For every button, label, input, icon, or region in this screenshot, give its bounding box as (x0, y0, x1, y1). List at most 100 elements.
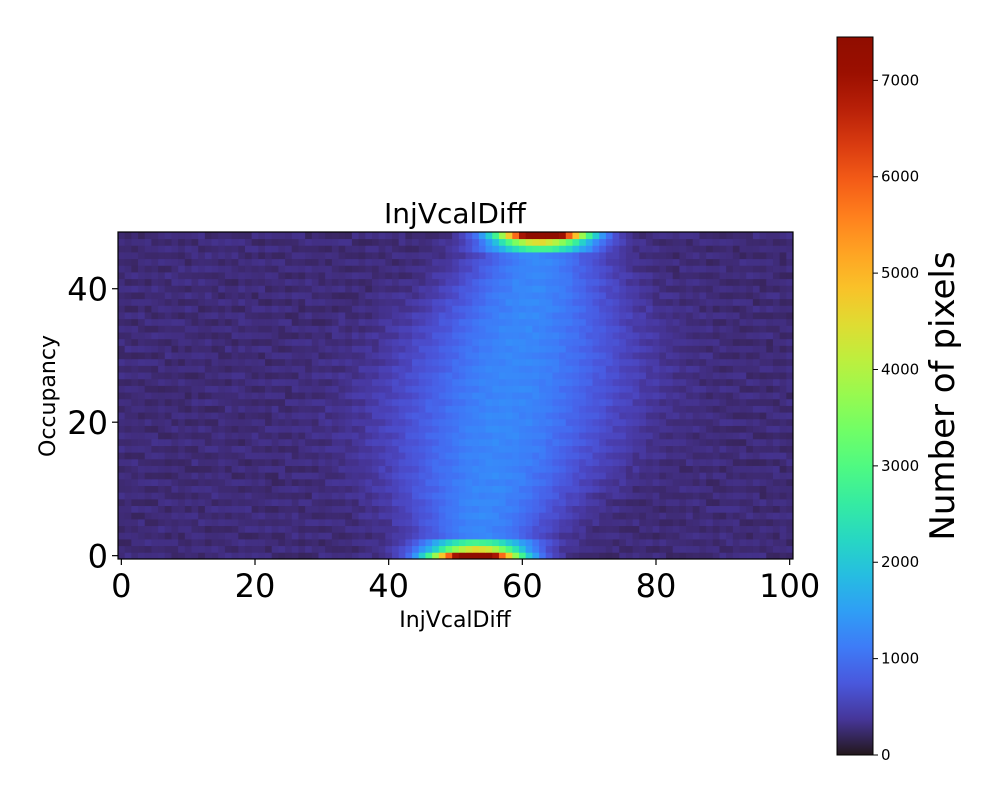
heatmap-cell (712, 352, 720, 360)
heatmap-cell (766, 265, 774, 273)
heatmap-cell (512, 532, 520, 540)
heatmap-cell (298, 378, 306, 386)
heatmap-cell (645, 512, 654, 520)
heatmap-cell (559, 272, 567, 280)
heatmap-cell (759, 372, 767, 380)
heatmap-cell (285, 518, 293, 527)
heatmap-cell (719, 512, 727, 520)
heatmap-cell (518, 372, 527, 380)
heatmap-cell (572, 405, 580, 413)
heatmap-cell (465, 252, 473, 260)
heatmap-cell (405, 392, 413, 400)
heatmap-cell (719, 445, 727, 453)
heatmap-cell (699, 498, 707, 507)
heatmap-cell (565, 298, 573, 306)
heatmap-cell (231, 465, 239, 473)
heatmap-cell (679, 518, 687, 527)
heatmap-cell (525, 425, 533, 433)
heatmap-cell (385, 338, 393, 346)
heatmap-cell (505, 305, 513, 313)
heatmap-cell (565, 525, 573, 533)
heatmap-cell (244, 318, 253, 326)
heatmap-cell (338, 352, 346, 360)
heatmap-cell (505, 245, 513, 253)
heatmap-cell (759, 458, 767, 466)
heatmap-cell (204, 452, 212, 460)
heatmap-cell (224, 345, 233, 353)
heatmap-cell (732, 458, 740, 466)
heatmap-cell (746, 252, 754, 260)
heatmap-cell (385, 385, 393, 393)
heatmap-cell (218, 365, 226, 373)
heatmap-cell (138, 505, 146, 513)
heatmap-cell (151, 245, 159, 253)
heatmap-cell (258, 325, 266, 333)
heatmap-cell (331, 285, 339, 293)
heatmap-cell (178, 265, 186, 273)
heatmap-cell (425, 438, 433, 446)
heatmap-cell (305, 305, 313, 313)
heatmap-cell (184, 485, 192, 493)
heatmap-cell (164, 332, 172, 340)
heatmap-cell (732, 438, 740, 446)
heatmap-cell (265, 352, 273, 360)
heatmap-cell (719, 325, 727, 333)
heatmap-cell (559, 278, 567, 286)
heatmap-cell (706, 425, 714, 433)
heatmap-cell (405, 478, 413, 486)
heatmap-cell (478, 472, 486, 480)
heatmap-cell (438, 398, 446, 406)
heatmap-cell (699, 285, 707, 293)
heatmap-cell (746, 265, 754, 273)
heatmap-cell (198, 438, 206, 446)
heatmap-cell (772, 498, 781, 507)
heatmap-cell (458, 418, 466, 426)
heatmap-cell (552, 452, 560, 460)
heatmap-cell (325, 392, 333, 400)
heatmap-cell (498, 485, 507, 493)
heatmap-cell (532, 532, 540, 540)
heatmap-cell (518, 258, 527, 266)
heatmap-cell (251, 445, 259, 453)
heatmap-cell (345, 512, 353, 520)
heatmap-cell (498, 292, 507, 300)
heatmap-cell (178, 398, 186, 406)
heatmap-cell (151, 505, 159, 513)
heatmap-cell (458, 405, 466, 413)
heatmap-cell (505, 378, 513, 386)
heatmap-cell (752, 238, 760, 246)
heatmap-cell (565, 505, 573, 513)
heatmap-cell (298, 298, 306, 306)
heatmap-cell (218, 412, 226, 420)
heatmap-cell (371, 352, 380, 360)
heatmap-cell (772, 452, 781, 460)
heatmap-cell (625, 445, 633, 453)
heatmap-cell (746, 358, 754, 366)
heatmap-cell (178, 425, 186, 433)
heatmap-cell (371, 405, 380, 413)
heatmap-cell (191, 365, 199, 373)
heatmap-cell (605, 418, 613, 426)
heatmap-cell (545, 452, 553, 460)
heatmap-cell (438, 345, 446, 353)
heatmap-cell (779, 545, 787, 553)
heatmap-cell (398, 525, 406, 533)
heatmap-cell (144, 452, 152, 460)
heatmap-cell (766, 358, 774, 366)
heatmap-cell (599, 525, 607, 533)
heatmap-cell (184, 258, 192, 266)
heatmap-cell (418, 532, 426, 540)
heatmap-cell (639, 392, 647, 400)
heatmap-cell (605, 312, 613, 320)
heatmap-cell (118, 432, 126, 440)
heatmap-cell (532, 525, 540, 533)
heatmap-cell (365, 532, 373, 540)
heatmap-cell (204, 325, 212, 333)
heatmap-cell (438, 258, 446, 266)
heatmap-cell (726, 312, 734, 320)
heatmap-cell (518, 285, 527, 293)
heatmap-cell (131, 358, 139, 366)
heatmap-cell (291, 372, 299, 380)
heatmap-cell (124, 432, 132, 440)
heatmap-cell (478, 232, 486, 240)
